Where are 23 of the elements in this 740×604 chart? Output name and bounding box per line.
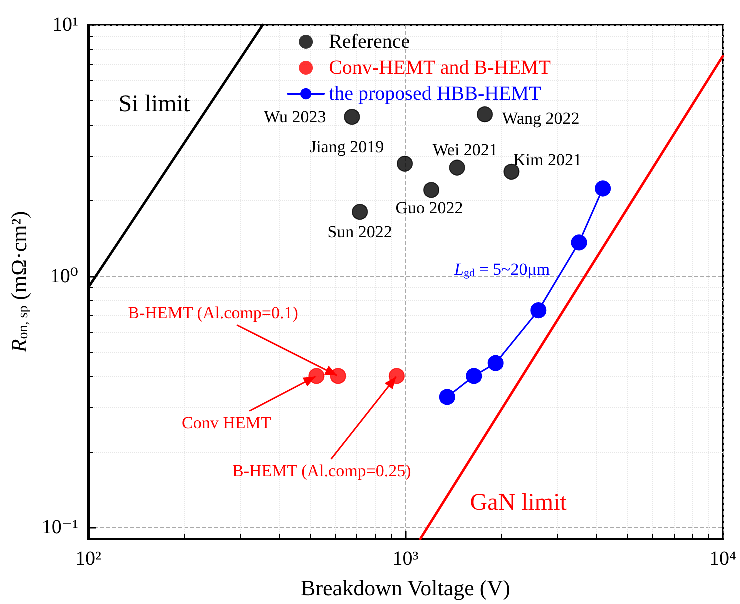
data-label: Jiang 2019 (310, 137, 384, 156)
x-tick-label: 10² (75, 548, 102, 570)
data-label: Wang 2022 (502, 109, 580, 128)
legend-label: Conv-HEMT and B-HEMT (329, 57, 551, 79)
x-tick-label: 10⁴ (710, 548, 737, 570)
annotation: B-HEMT (Al.comp=0.25) (232, 462, 412, 481)
y-tick-label: 10⁰ (50, 265, 78, 288)
annotation: B-HEMT (Al.comp=0.1) (128, 304, 298, 323)
legend-label: Reference (329, 31, 410, 53)
x-axis-title: Breakdown Voltage (V) (301, 576, 510, 600)
y-tick-label: 10¹ (52, 14, 78, 36)
data-label: Kim 2021 (513, 150, 582, 170)
y-axis-title: Ron, sp (mΩ·cm²) (6, 211, 32, 354)
annotation: Conv HEMT (182, 414, 272, 433)
series-label: GaN limit (470, 490, 568, 516)
series-label: Si limit (118, 92, 190, 118)
data-label: Guo 2022 (396, 198, 464, 218)
legend-label: the proposed HBB-HEMT (329, 83, 542, 105)
y-tick-label: 10⁻¹ (42, 516, 78, 539)
data-label: Wei 2021 (432, 140, 498, 160)
data-label: Sun 2022 (328, 222, 392, 242)
data-label: Wu 2023 (264, 108, 326, 127)
x-tick-label: 10³ (392, 548, 419, 570)
